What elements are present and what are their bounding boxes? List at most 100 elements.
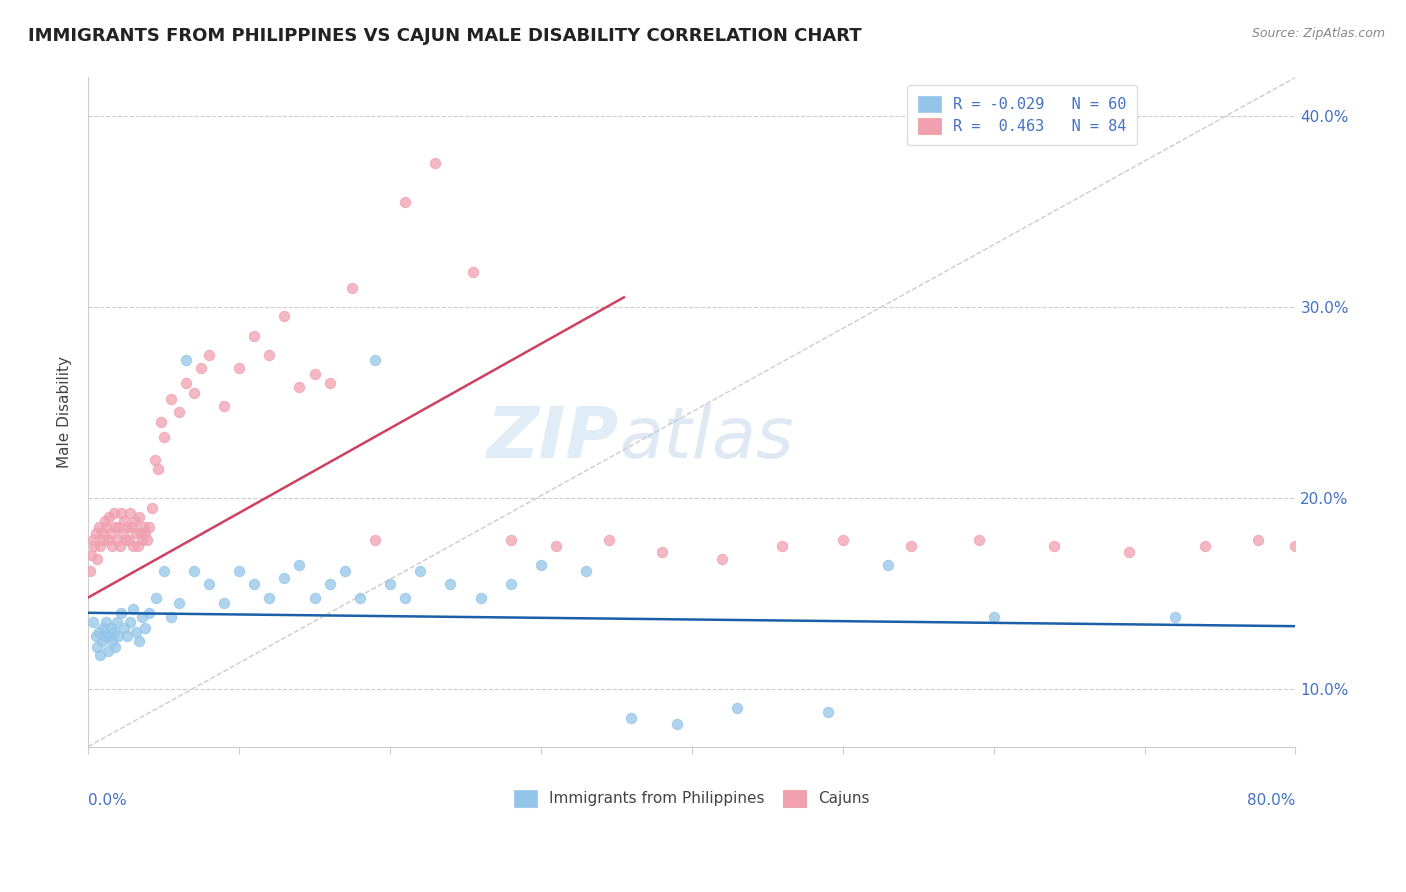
Point [409,564,432,578]
Point [243,577,266,591]
Point [318,376,340,391]
Point [900,539,922,553]
Point [120,615,142,630]
Point [122,602,145,616]
Point [499,577,522,591]
Point [198,577,221,591]
Point [104,520,127,534]
Point [94,514,117,528]
Point [84,629,107,643]
Point [136,533,159,548]
Point [94,629,117,643]
Point [97,533,120,548]
Point [125,624,148,639]
Point [100,525,122,540]
Point [128,510,150,524]
Point [120,507,142,521]
Point [257,348,280,362]
Point [831,533,853,548]
Point [470,591,492,605]
Point [103,624,125,639]
Point [96,520,118,534]
Point [1299,533,1322,548]
Point [138,520,160,534]
Point [174,376,197,391]
Point [394,591,416,605]
Point [967,533,990,548]
Point [129,525,152,540]
Point [110,507,132,521]
Point [1322,539,1344,553]
Point [84,525,107,540]
Point [160,392,183,406]
Text: atlas: atlas [620,404,794,474]
Text: 80.0%: 80.0% [1247,794,1295,808]
Point [575,564,598,578]
Point [132,520,155,534]
Y-axis label: Male Disability: Male Disability [58,356,72,468]
Point [98,510,121,524]
Point [138,606,160,620]
Point [125,525,148,540]
Legend: Immigrants from Philippines, Cajuns: Immigrants from Philippines, Cajuns [508,784,876,813]
Point [134,621,156,635]
Point [160,609,183,624]
Point [79,564,101,578]
Point [1247,533,1270,548]
Point [91,533,114,548]
Text: IMMIGRANTS FROM PHILIPPINES VS CAJUN MALE DISABILITY CORRELATION CHART: IMMIGRANTS FROM PHILIPPINES VS CAJUN MAL… [28,27,862,45]
Text: Source: ZipAtlas.com: Source: ZipAtlas.com [1251,27,1385,40]
Point [131,533,153,548]
Point [665,716,688,731]
Point [167,596,190,610]
Point [124,514,146,528]
Point [288,380,311,394]
Point [228,564,250,578]
Point [1337,544,1360,558]
Point [96,615,118,630]
Point [228,361,250,376]
Point [198,348,221,362]
Point [333,564,356,578]
Point [342,281,364,295]
Point [108,539,131,553]
Point [499,533,522,548]
Point [1284,539,1306,553]
Point [304,591,326,605]
Point [174,353,197,368]
Point [146,462,169,476]
Point [364,353,387,368]
Point [122,539,145,553]
Point [83,539,105,553]
Point [82,533,104,548]
Point [288,558,311,572]
Point [183,564,205,578]
Point [378,577,401,591]
Point [100,621,122,635]
Point [983,609,1005,624]
Point [190,361,212,376]
Point [877,558,900,572]
Point [91,621,114,635]
Point [80,549,103,563]
Point [364,533,387,548]
Point [121,520,143,534]
Point [101,634,124,648]
Point [711,552,734,566]
Point [1330,533,1353,548]
Point [439,577,461,591]
Point [86,640,108,655]
Point [141,500,163,515]
Point [530,558,553,572]
Point [111,525,134,540]
Point [145,591,167,605]
Point [273,571,295,585]
Point [98,629,121,643]
Point [1043,539,1066,553]
Point [143,453,166,467]
Point [112,621,135,635]
Point [107,629,129,643]
Point [117,629,139,643]
Point [1306,539,1329,553]
Point [103,507,125,521]
